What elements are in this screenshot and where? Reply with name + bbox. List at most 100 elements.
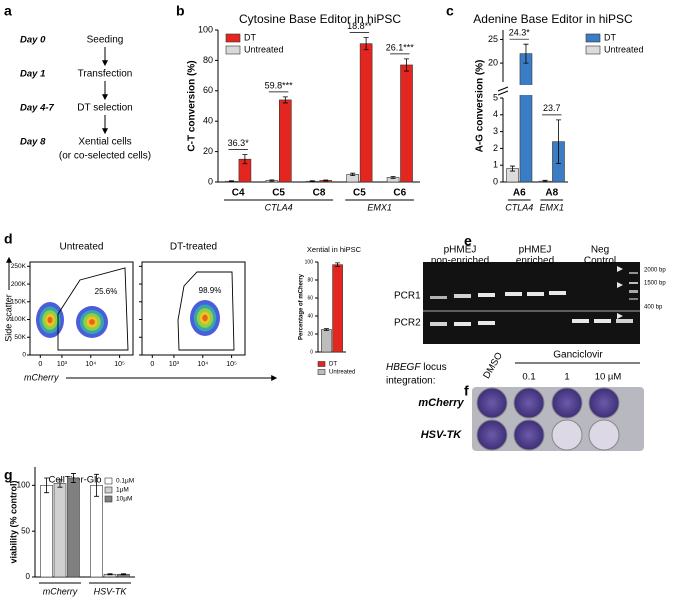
x-tick-label: mCherry xyxy=(43,586,78,596)
error-bar xyxy=(242,154,248,165)
error-bar xyxy=(309,180,315,183)
bar xyxy=(279,99,292,183)
y-tick-label: 20 xyxy=(203,146,213,156)
break-mark xyxy=(497,86,509,96)
legend-label: 1µM xyxy=(116,487,129,494)
legend-label: 0.1µM xyxy=(116,478,134,485)
annotation: 18.8** xyxy=(347,21,372,31)
well xyxy=(588,419,620,451)
y-tick-label: 0 xyxy=(22,352,26,359)
legend-swatch xyxy=(104,495,113,503)
legend-label: Untreated xyxy=(604,44,644,54)
y-tick-label: 100 xyxy=(198,24,213,34)
gel-image xyxy=(423,262,640,344)
annotation: 23.7 xyxy=(543,103,561,113)
gate-percent: 98.9% xyxy=(199,286,222,295)
density-cloud xyxy=(47,316,53,324)
legend-label: Untreated xyxy=(244,44,284,54)
legend-swatch xyxy=(585,45,601,55)
error-bar xyxy=(390,176,396,179)
legend-swatch xyxy=(225,33,241,43)
group-label: EMX1 xyxy=(367,202,392,212)
error-bar xyxy=(44,477,50,494)
legend-label: Untreated xyxy=(329,370,355,376)
bar xyxy=(519,53,533,183)
well xyxy=(476,387,508,419)
y-tick-label: 1 xyxy=(493,160,498,170)
x-tick-label: 10⁵ xyxy=(226,361,237,368)
control-label: DMSO xyxy=(481,351,505,381)
y-tick-label: 80 xyxy=(307,277,313,283)
day-label: Day 8 xyxy=(20,137,46,148)
y-tick-label: 5 xyxy=(493,92,498,102)
y-axis-label: Percentage of mCherry xyxy=(299,273,305,340)
lane-label: Neg xyxy=(591,245,609,256)
legend-label: DT xyxy=(244,32,256,42)
x-tick-label: 0 xyxy=(150,361,154,368)
panel-label: b xyxy=(176,3,185,19)
chart-title: Adenine Base Editor in hiPSC xyxy=(473,12,633,26)
annotation: 26.1*** xyxy=(386,42,415,52)
y-axis-label: A-G conversion (%) xyxy=(475,60,486,153)
error-bar xyxy=(510,165,516,172)
gel-bands xyxy=(430,266,638,326)
error-bar xyxy=(335,262,341,267)
bar xyxy=(332,264,343,353)
error-bar xyxy=(404,58,410,72)
bar xyxy=(400,64,413,183)
well xyxy=(551,387,583,419)
error-bar xyxy=(269,179,275,182)
step-label: Transfection xyxy=(78,69,133,80)
error-bar xyxy=(94,473,100,497)
y-axis-label: viability (% control) xyxy=(8,480,18,563)
chart-title: Xential in hiPSC xyxy=(307,245,362,254)
flow-x-label: mCherry xyxy=(24,372,59,382)
x-tick-label: 10⁴ xyxy=(85,361,96,368)
plate-heading: HBEGF locus xyxy=(386,362,447,373)
x-tick-label: A8 xyxy=(545,188,558,199)
legend-label: DT xyxy=(329,362,337,368)
y-tick-label: 50K xyxy=(14,334,26,341)
bar xyxy=(321,329,332,353)
well xyxy=(476,419,508,451)
density-cloud xyxy=(202,314,208,322)
y-tick-label: 60 xyxy=(203,85,213,95)
plate-heading: integration: xyxy=(386,376,435,387)
legend-swatch xyxy=(317,361,326,367)
bar xyxy=(53,483,67,578)
y-tick-label: 0 xyxy=(493,176,498,186)
legend-swatch xyxy=(104,486,113,494)
heading-text: locus xyxy=(423,362,446,373)
y-tick-label: 20 xyxy=(307,331,313,337)
lane-label: pHMEJ xyxy=(444,245,477,256)
legend-swatch xyxy=(104,477,113,485)
annotation: 24.3* xyxy=(509,28,531,38)
well xyxy=(513,387,545,419)
bar xyxy=(67,477,80,578)
y-axis-label: C-T conversion (%) xyxy=(187,60,198,151)
panel-label: e xyxy=(464,233,472,249)
panel-label: a xyxy=(4,3,12,19)
axis-break xyxy=(497,85,568,95)
error-bar xyxy=(350,172,356,177)
error-bar xyxy=(323,328,329,331)
legend-swatch xyxy=(225,45,241,55)
annotation: 59.8*** xyxy=(265,80,294,90)
x-tick-label: C8 xyxy=(313,188,326,199)
pcr-label: PCR2 xyxy=(394,318,421,329)
x-tick-label: C5 xyxy=(272,188,285,199)
gate xyxy=(57,267,129,351)
well xyxy=(513,419,545,451)
annotation: 36.3* xyxy=(228,138,250,148)
flow-title: DT-treated xyxy=(170,242,217,253)
y-tick-label: 100 xyxy=(305,259,314,265)
y-tick-label: 150K xyxy=(11,299,27,306)
y-tick-label: 4 xyxy=(493,109,498,119)
x-tick-label: 0 xyxy=(38,361,42,368)
error-bar xyxy=(323,179,329,182)
error-bar xyxy=(282,96,288,104)
bar xyxy=(359,43,373,183)
group-label: CTLA4 xyxy=(505,202,533,212)
step-label: DT selection xyxy=(77,103,132,114)
y-tick-label: 3 xyxy=(493,126,498,136)
